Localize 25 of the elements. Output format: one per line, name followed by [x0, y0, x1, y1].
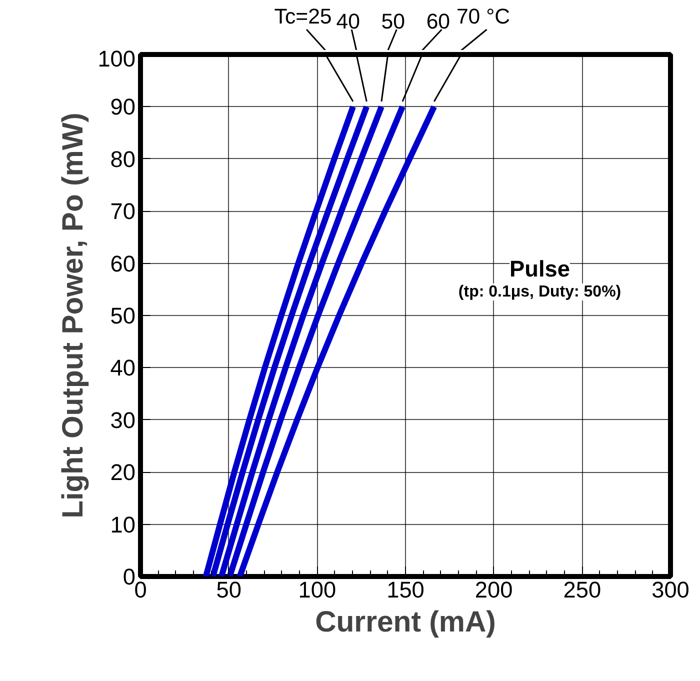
y-tick-label: 60 — [110, 250, 136, 276]
x-tick-label: 50 — [216, 576, 242, 602]
y-tick-label: 100 — [98, 46, 136, 72]
annotation: (tp: 0.1μs, Duty: 50%) — [458, 284, 622, 301]
x-tick-label: 150 — [386, 576, 424, 602]
text: 60 — [426, 10, 450, 34]
y-axis-title: Light Output Power, Po (mW) — [56, 112, 90, 518]
y-tick-label: 80 — [110, 146, 136, 172]
text: 70 °C — [456, 4, 510, 28]
y-tick-label: 30 — [110, 406, 136, 433]
annotation: Pulse — [510, 256, 570, 282]
text: 50 — [381, 10, 406, 34]
text: 40 — [336, 10, 360, 34]
y-tick-label: 50 — [110, 302, 136, 328]
x-axis-title: Current (mA) — [315, 606, 496, 638]
y-tick-label: 10 — [110, 511, 136, 538]
y-tick-label: 20 — [110, 459, 136, 486]
y-tick-label: 40 — [110, 354, 136, 381]
x-tick-label: 200 — [474, 576, 513, 602]
x-tick-label: 300 — [652, 576, 690, 602]
text: Tc=25 — [274, 4, 332, 28]
y-tick-label: 90 — [110, 94, 136, 120]
y-tick-label: 70 — [110, 198, 136, 224]
x-tick-label: 250 — [563, 576, 602, 602]
x-tick-label: 100 — [298, 576, 336, 602]
